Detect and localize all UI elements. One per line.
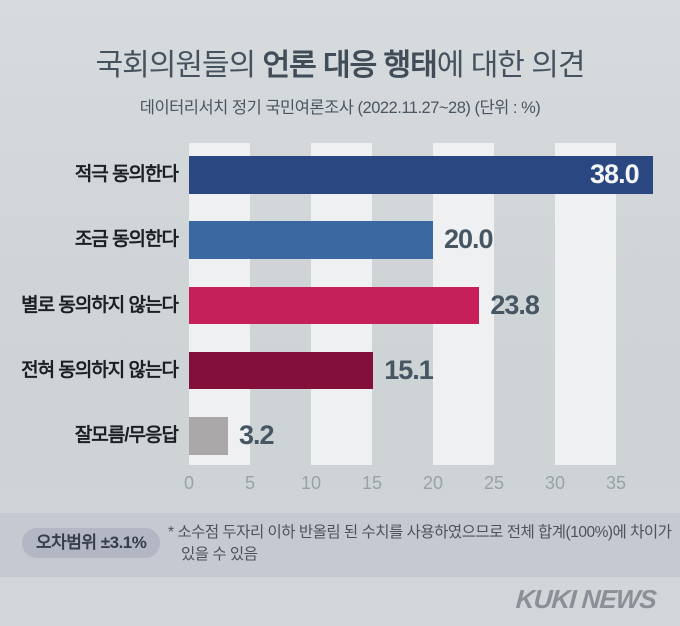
category-label: 별로 동의하지 않는다	[21, 294, 179, 316]
bar-chart: 적극 동의한다 38.0 조금 동의한다 20.0 별로 동의하지 않는다 23.8 전혀 …	[0, 143, 680, 503]
value-label: 23.8	[490, 289, 540, 320]
title-prefix: 국회의원들의	[95, 49, 263, 82]
x-tick-label: 10	[300, 473, 322, 493]
x-tick-label: 35	[605, 473, 627, 493]
bar	[189, 351, 374, 390]
x-tick-label: 5	[244, 473, 255, 493]
bar	[189, 286, 480, 325]
x-tick-label: 25	[483, 473, 505, 493]
title-suffix: 에 대한 의견	[436, 49, 586, 82]
footnote-line-2: 있을 수 있음	[181, 546, 258, 563]
footer-band: 오차범위 ±3.1% * 소수점 두자리 이하 반올림 된 수치를 사용하였으므…	[0, 513, 680, 577]
value-label: 20.0	[444, 224, 494, 255]
category-label: 적극 동의한다	[74, 164, 179, 185]
x-tick-label: 20	[422, 473, 444, 493]
category-label: 전혀 동의하지 않는다	[21, 359, 179, 381]
margin-of-error-badge: 오차범위 ±3.1%	[22, 528, 161, 558]
page-title: 국회의원들의 언론 대응 행태에 대한 의견	[0, 40, 680, 84]
footnote: * 소수점 두자리 이하 반올림 된 수치를 사용하였으므로 전체 합계(100…	[168, 522, 676, 566]
x-tick-label: 30	[544, 473, 566, 493]
category-label: 잘모름/무응답	[74, 425, 179, 447]
title-bold: 언론 대응 행태	[262, 49, 437, 82]
bar	[189, 417, 229, 455]
value-label: 38.0	[590, 159, 640, 189]
grid-band	[555, 143, 616, 465]
bar	[189, 156, 653, 194]
x-tick-label: 15	[361, 473, 383, 493]
footnote-line-1: * 소수점 두자리 이하 반올림 된 수치를 사용하였으므로 전체 합계(100…	[168, 524, 672, 541]
x-tick-label: 0	[183, 473, 194, 493]
page-subtitle: 데이터리서치 정기 국민여론조사 (2022.11.27~28) (단위 : %…	[139, 99, 541, 117]
kuki-news-logo: KUKI NEWS	[515, 584, 658, 614]
value-label: 15.1	[384, 354, 434, 385]
value-label: 3.2	[239, 420, 275, 451]
category-label: 조금 동의한다	[74, 229, 179, 251]
bar	[189, 221, 433, 259]
